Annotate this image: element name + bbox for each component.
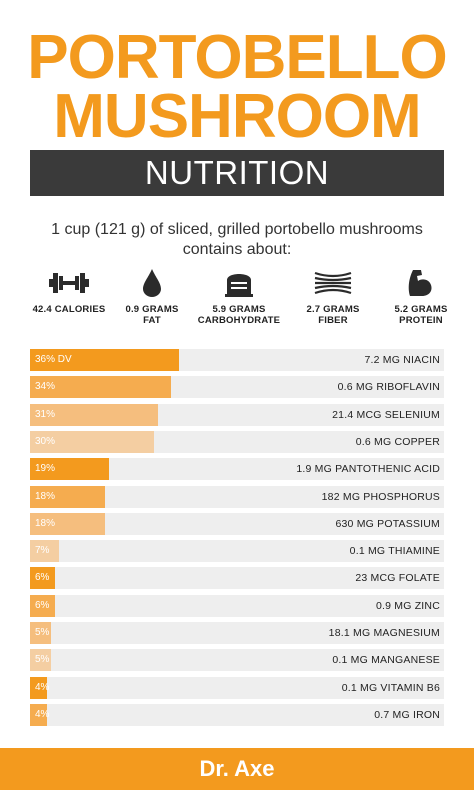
chart-bar xyxy=(30,349,179,371)
brand-logo-text: Dr. Axe xyxy=(199,756,275,781)
stat-calories-value: 42.4 CALORIES xyxy=(32,304,106,315)
chart-bar xyxy=(30,458,109,480)
chart-bar xyxy=(30,595,55,617)
chart-bar xyxy=(30,431,154,453)
chart-row: 31% 21.4 MCG SELENIUM xyxy=(30,404,444,426)
chart-row: 6% 0.9 MG ZINC xyxy=(30,595,444,617)
chart-bar xyxy=(30,649,51,671)
chart-row: 34% 0.6 MG RIBOFLAVIN xyxy=(30,376,444,398)
stat-carbohydrate: 5.9 GRAMS CARBOHYDRATE xyxy=(192,268,286,326)
stat-fiber-value: 2.7 GRAMS xyxy=(306,304,360,315)
chart-bar xyxy=(30,540,59,562)
chart-bar xyxy=(30,677,47,699)
bread-icon xyxy=(225,274,253,297)
bar-value-label: 36% DV xyxy=(35,354,72,365)
chart-row: 19% 1.9 MG PANTOTHENIC ACID xyxy=(30,458,444,480)
chart-bar xyxy=(30,704,47,726)
chart-bar xyxy=(30,567,55,589)
nutrient-label: 18.1 MG MAGNESIUM xyxy=(328,627,440,639)
flexed-arm-icon xyxy=(408,270,432,296)
stat-fiber: 2.7 GRAMS FIBER xyxy=(286,268,380,326)
chart-row: 5% 18.1 MG MAGNESIUM xyxy=(30,622,444,644)
nutrient-label: 0.1 MG MANGANESE xyxy=(332,654,440,666)
bar-value-label: 30% xyxy=(35,436,56,447)
serving-description: 1 cup (121 g) of sliced, grilled portobe… xyxy=(20,220,454,260)
nutrient-label: 182 MG PHOSPHORUS xyxy=(321,491,440,503)
bar-value-label: 5% xyxy=(35,654,50,665)
nutrient-label: 7.2 MG NIACIN xyxy=(364,354,440,366)
bar-value-label: 6% xyxy=(35,572,50,583)
nutrient-label: 21.4 MCG SELENIUM xyxy=(332,409,440,421)
chart-row: 30% 0.6 MG COPPER xyxy=(30,431,444,453)
bar-value-label: 4% xyxy=(35,709,50,720)
dumbbell-icon xyxy=(49,273,89,293)
subtitle-band: NUTRITION xyxy=(30,150,444,196)
fiber-icon xyxy=(314,271,352,295)
nutrient-label: 0.6 MG COPPER xyxy=(355,436,440,448)
bar-value-label: 5% xyxy=(35,627,50,638)
stat-protein: 5.2 GRAMS PROTEIN xyxy=(374,268,468,326)
droplet-icon xyxy=(143,269,161,297)
bar-value-label: 18% xyxy=(35,491,56,502)
bar-value-label: 19% xyxy=(35,463,56,474)
serving-line-2: contains about: xyxy=(182,241,292,258)
chart-bar xyxy=(30,404,158,426)
stat-fat-label: FAT xyxy=(143,315,161,326)
bar-value-label: 4% xyxy=(35,682,50,693)
bar-value-label: 6% xyxy=(35,600,50,611)
nutrient-label: 1.9 MG PANTOTHENIC ACID xyxy=(296,463,440,475)
title-line-2: MUSHROOM xyxy=(53,82,421,151)
nutrient-label: 0.1 MG VITAMIN B6 xyxy=(341,682,440,694)
chart-row: 5% 0.1 MG MANGANESE xyxy=(30,649,444,671)
chart-row: 18% 630 MG POTASSIUM xyxy=(30,513,444,535)
chart-bar xyxy=(30,513,105,535)
chart-bar xyxy=(30,622,51,644)
nutrient-label: 630 MG POTASSIUM xyxy=(335,518,440,530)
chart-bar xyxy=(30,486,105,508)
bar-value-label: 7% xyxy=(35,545,50,556)
stat-calories: 42.4 CALORIES xyxy=(22,268,116,315)
nutrient-label: 0.7 MG IRON xyxy=(374,709,440,721)
nutrient-label: 0.1 MG THIAMINE xyxy=(349,545,440,557)
nutrient-label: 0.9 MG ZINC xyxy=(375,600,440,612)
chart-row: 4% 0.1 MG VITAMIN B6 xyxy=(30,677,444,699)
stat-fat: 0.9 GRAMS FAT xyxy=(105,268,199,326)
title-line-1: PORTOBELLO xyxy=(27,23,447,92)
stat-carbohydrate-label: CARBOHYDRATE xyxy=(197,315,281,326)
stat-fiber-label: FIBER xyxy=(318,315,348,326)
bar-value-label: 31% xyxy=(35,409,56,420)
bar-value-label: 18% xyxy=(35,518,56,529)
stat-protein-value: 5.2 GRAMS xyxy=(394,304,448,315)
footer-bar: Dr. Axe xyxy=(0,748,474,790)
nutrient-label: 23 MCG FOLATE xyxy=(355,572,440,584)
chart-row: 4% 0.7 MG IRON xyxy=(30,704,444,726)
chart-row: 6% 23 MCG FOLATE xyxy=(30,567,444,589)
stat-fat-value: 0.9 GRAMS xyxy=(125,304,179,315)
bar-value-label: 34% xyxy=(35,381,56,392)
chart-row: 36% DV 7.2 MG NIACIN xyxy=(30,349,444,371)
nutrient-label: 0.6 MG RIBOFLAVIN xyxy=(337,381,440,393)
chart-row: 18% 182 MG PHOSPHORUS xyxy=(30,486,444,508)
chart-row: 7% 0.1 MG THIAMINE xyxy=(30,540,444,562)
stat-carbohydrate-value: 5.9 GRAMS xyxy=(212,304,266,315)
serving-line-1: 1 cup (121 g) of sliced, grilled portobe… xyxy=(51,221,423,238)
macro-stats: 42.4 CALORIES 0.9 GRAMS FAT 5.9 GRAMS CA… xyxy=(0,268,474,338)
stat-protein-label: PROTEIN xyxy=(399,315,443,326)
chart-bar xyxy=(30,376,171,398)
